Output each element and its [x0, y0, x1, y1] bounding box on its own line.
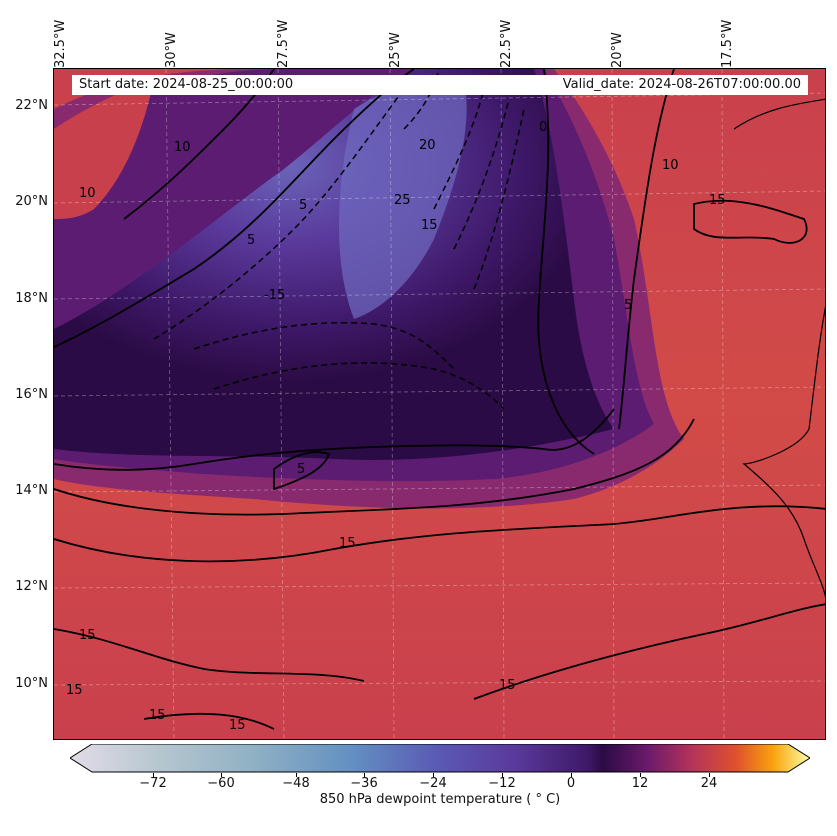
colorbar-tick-label: −36: [350, 776, 378, 791]
moist-tongue-nw: [54, 79, 154, 219]
colorbar-label: 850 hPa dewpoint temperature ( ° C): [319, 792, 561, 807]
colorbar-tick-label: 0: [566, 776, 576, 791]
colorbar-tick: [153, 773, 154, 777]
contour-label: 5: [299, 198, 307, 213]
latitude-label: 20°N: [15, 194, 48, 209]
contour-label: 25: [394, 193, 411, 208]
latitude-label: 14°N: [15, 483, 48, 498]
longitude-label: 30°W: [164, 32, 179, 68]
colorbar-tick-label: −72: [139, 776, 167, 791]
colorbar-tick-label: 24: [700, 776, 718, 791]
contour-label: 5: [247, 233, 255, 248]
contour-label: 10: [662, 158, 679, 173]
colorbar-tick-label: −48: [282, 776, 310, 791]
valid-date-label: Valid_date: 2024-08-26T07:00:00.00: [562, 77, 801, 92]
colorbar-tick: [502, 773, 503, 777]
contour-label: 15: [709, 193, 726, 208]
colorbar-tick: [640, 773, 641, 777]
longitude-label: 17.5°W: [720, 19, 735, 68]
colorbar-tick: [433, 773, 434, 777]
colorbar-gradient: [69, 743, 811, 773]
latitude-label: 12°N: [15, 579, 48, 594]
colorbar-tick: [221, 773, 222, 777]
dewpoint-field: 10 10 5 5 5 15 15 15 15 15 15 15 10 0 5 …: [54, 69, 825, 739]
colorbar: [69, 743, 811, 774]
contour-label: 5: [624, 298, 632, 313]
contour-label: 15: [66, 683, 83, 698]
latitude-label: 18°N: [15, 291, 48, 306]
contour-label: 10: [79, 186, 96, 201]
contour-label: -15: [264, 288, 285, 303]
contour-label: 20: [419, 138, 436, 153]
latitude-label: 10°N: [15, 676, 48, 691]
contour-label: 10: [174, 140, 191, 155]
colorbar-tick-label: 12: [631, 776, 649, 791]
latitude-label: 16°N: [15, 387, 48, 402]
date-header: Start date: 2024-08-25_00:00:00 Valid_da…: [72, 75, 808, 95]
colorbar-tick-label: −12: [488, 776, 516, 791]
longitude-label: 25°W: [388, 32, 403, 68]
colorbar-tick-label: −24: [419, 776, 447, 791]
contour-label: 15: [229, 718, 246, 733]
longitude-label: 27.5°W: [276, 19, 291, 68]
colorbar-tick-label: −60: [207, 776, 235, 791]
dry-air-core: [54, 69, 614, 460]
driest-region: [339, 79, 467, 319]
colorbar-tick: [571, 773, 572, 777]
dashed-contours: [153, 69, 525, 410]
longitude-label: 20°W: [610, 32, 625, 68]
contour-label: 5: [297, 462, 305, 477]
longitude-label: 32.5°W: [53, 19, 68, 68]
contour-labels: 10 10 5 5 5 15 15 15 15 15 15 15 10 0 5 …: [66, 120, 726, 733]
contour-label: 15: [339, 536, 356, 551]
map-panel: 10 10 5 5 5 15 15 15 15 15 15 15 10 0 5 …: [53, 68, 826, 740]
contour-label: 15: [499, 678, 516, 693]
start-date-label: Start date: 2024-08-25_00:00:00: [79, 77, 294, 92]
colorbar-tick: [709, 773, 710, 777]
latitude-label: 22°N: [15, 98, 48, 113]
contour-label: 15: [79, 628, 96, 643]
contour-label: 15: [421, 218, 438, 233]
contour-label: 15: [149, 708, 166, 723]
graticule: [54, 69, 825, 739]
colorbar-tick: [296, 773, 297, 777]
coastline: [733, 98, 825, 598]
longitude-label: 22.5°W: [499, 19, 514, 68]
colorbar-tick: [364, 773, 365, 777]
contour-label: 0: [539, 120, 547, 135]
